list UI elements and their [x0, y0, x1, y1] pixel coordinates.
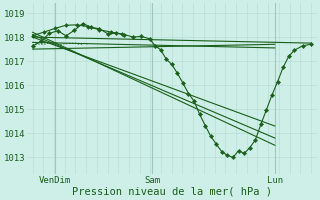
X-axis label: Pression niveau de la mer( hPa ): Pression niveau de la mer( hPa ): [72, 187, 272, 197]
